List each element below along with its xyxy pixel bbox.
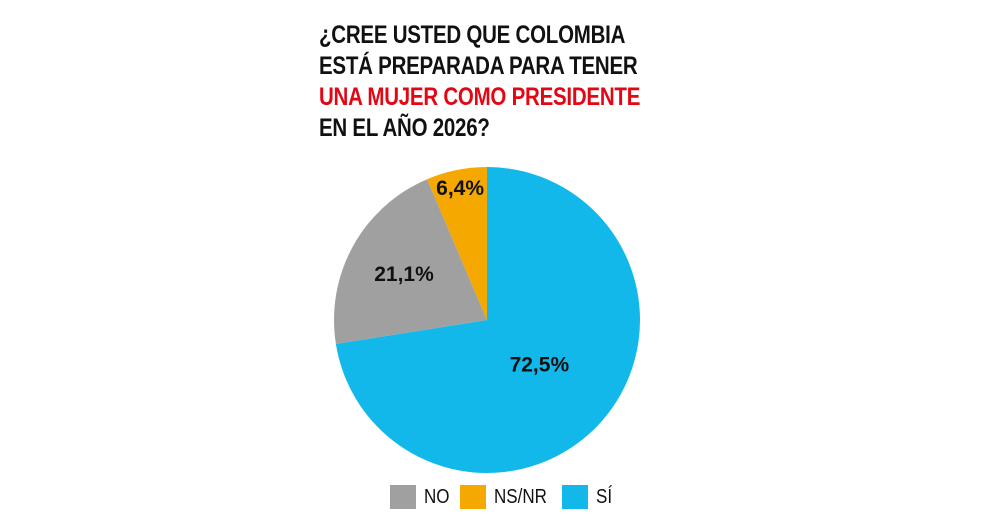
title-line-4: EN EL AÑO 2026?	[319, 114, 490, 142]
data-label-no: 21,1%	[374, 263, 434, 286]
legend-swatch-no	[390, 485, 416, 509]
chart-title: ¿CREE USTED QUE COLOMBIA ESTÁ PREPARADA …	[319, 20, 640, 144]
data-label-nsnr: 6,4%	[436, 177, 484, 200]
legend-swatch-si	[562, 485, 589, 509]
title-line-1: ¿CREE USTED QUE COLOMBIA	[319, 21, 626, 49]
legend-label-nsnr: NS/NR	[494, 485, 547, 508]
legend-label-no: NO	[424, 485, 450, 508]
pie-slice-nsnr	[427, 167, 487, 320]
title-line-3: UNA MUJER COMO PRESIDENTE	[319, 83, 641, 111]
legend: NO NS/NR SÍ	[390, 485, 623, 509]
pie-slice-s	[335, 167, 640, 473]
legend-label-si: SÍ	[596, 485, 613, 508]
data-label-s: 72,5%	[510, 354, 570, 377]
pie-slice-no	[334, 179, 487, 344]
title-line-2: ESTÁ PREPARADA PARA TENER	[319, 52, 638, 80]
legend-swatch-nsnr	[460, 485, 486, 509]
